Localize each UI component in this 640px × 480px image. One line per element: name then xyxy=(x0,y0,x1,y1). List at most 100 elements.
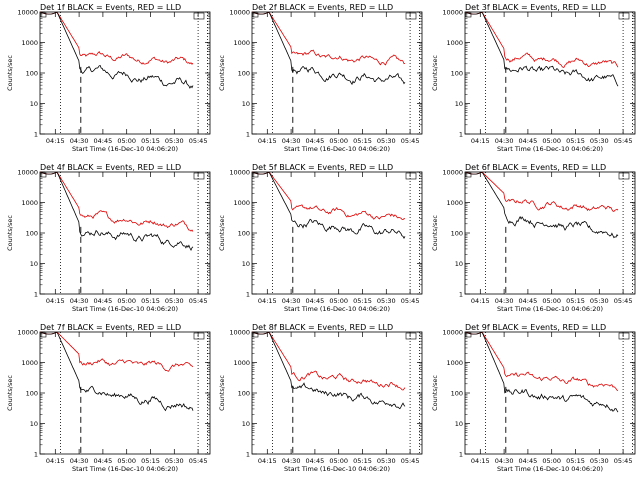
x-tick-label: 04:45 xyxy=(519,137,538,145)
lld-curve-red xyxy=(39,171,194,232)
x-tick-label: 04:30 xyxy=(495,457,514,465)
panel-title: Det 4f BLACK = Events, RED = LLD xyxy=(40,163,181,172)
panel-title: Det 8f BLACK = Events, RED = LLD xyxy=(252,323,393,332)
events-curve-black xyxy=(251,331,406,410)
y-tick-label: 10000 xyxy=(442,9,463,17)
detector-panel-2: Det 2f BLACK = Events, RED = LLD 1 10 100 10… xyxy=(218,3,423,153)
y-tick-label: 100 xyxy=(451,390,463,398)
corner-box-right xyxy=(193,332,205,340)
x-tick-label: 05:45 xyxy=(189,297,208,305)
x-tick-label: 05:00 xyxy=(117,137,136,145)
x-tick-label: 05:45 xyxy=(614,297,633,305)
y-tick-label: 10000 xyxy=(442,329,463,337)
y-tick-label: 100 xyxy=(26,390,38,398)
x-tick-label: 04:45 xyxy=(94,137,113,145)
x-tick-label: 05:15 xyxy=(141,297,160,305)
x-tick-label: 05:15 xyxy=(353,137,372,145)
y-tick-label: 10000 xyxy=(229,169,250,177)
panel-title: Det 3f BLACK = Events, RED = LLD xyxy=(465,3,606,12)
x-tick-label: 05:30 xyxy=(590,137,609,145)
events-curve-black xyxy=(251,11,406,86)
x-tick-label: 05:45 xyxy=(401,457,420,465)
x-tick-label: 04:45 xyxy=(94,297,113,305)
x-tick-label: 05:45 xyxy=(614,457,633,465)
y-tick-label: 10000 xyxy=(17,169,38,177)
detector-panel-3: Det 3f BLACK = Events, RED = LLD 1 10 100 10… xyxy=(431,3,636,153)
panel-title: Det 5f BLACK = Events, RED = LLD xyxy=(252,163,393,172)
x-tick-label: 04:15 xyxy=(258,137,277,145)
x-tick-label: 04:30 xyxy=(282,457,301,465)
y-tick-label: 10 xyxy=(242,420,250,428)
x-tick-label: 04:15 xyxy=(471,457,490,465)
y-tick-label: 10000 xyxy=(229,329,250,337)
y-tick-label: 10 xyxy=(455,260,463,268)
y-tick-label: 1 xyxy=(246,451,250,459)
lld-curve-red xyxy=(39,331,194,372)
y-tick-label: 10 xyxy=(242,260,250,268)
x-tick-label: 05:00 xyxy=(542,457,561,465)
panel-title: Det 9f BLACK = Events, RED = LLD xyxy=(465,323,606,332)
y-tick-label: 1000 xyxy=(446,199,463,207)
y-tick-label: 1 xyxy=(246,291,250,299)
lld-curve-red xyxy=(464,11,619,68)
y-axis-label: Counts/sec xyxy=(431,215,439,251)
x-tick-label: 04:15 xyxy=(46,137,65,145)
x-axis-label: Start Time (16-Dec-10 04:06:20) xyxy=(497,465,603,473)
x-tick-label: 05:00 xyxy=(329,297,348,305)
y-tick-label: 100 xyxy=(26,230,38,238)
x-tick-label: 05:45 xyxy=(401,297,420,305)
y-tick-label: 10000 xyxy=(442,169,463,177)
y-tick-label: 1 xyxy=(459,291,463,299)
x-axis-label: Start Time (16-Dec-10 04:06:20) xyxy=(497,145,603,153)
x-tick-label: 04:15 xyxy=(46,297,65,305)
x-tick-label: 05:00 xyxy=(117,457,136,465)
x-tick-label: 04:15 xyxy=(471,137,490,145)
y-tick-label: 10 xyxy=(30,420,38,428)
x-tick-label: 05:15 xyxy=(353,457,372,465)
x-axis-label: Start Time (16-Dec-10 04:06:20) xyxy=(284,145,390,153)
corner-box-right xyxy=(405,172,417,180)
detector-panel-4: Det 4f BLACK = Events, RED = LLD 1 10 100 10… xyxy=(6,163,211,313)
events-curve-black xyxy=(39,11,194,89)
y-tick-label: 10 xyxy=(242,100,250,108)
x-axis-label: Start Time (16-Dec-10 04:06:20) xyxy=(72,305,178,313)
x-tick-label: 04:45 xyxy=(94,457,113,465)
x-tick-label: 04:15 xyxy=(46,457,65,465)
y-tick-label: 1000 xyxy=(233,199,250,207)
x-tick-label: 05:30 xyxy=(590,297,609,305)
x-tick-label: 05:00 xyxy=(542,137,561,145)
events-curve-black xyxy=(39,331,194,412)
y-tick-label: 10000 xyxy=(17,9,38,17)
y-tick-label: 100 xyxy=(238,70,250,78)
x-tick-label: 05:45 xyxy=(401,137,420,145)
y-tick-label: 10 xyxy=(30,260,38,268)
x-axis-label: Start Time (16-Dec-10 04:06:20) xyxy=(72,145,178,153)
x-tick-label: 04:30 xyxy=(70,297,89,305)
x-tick-label: 05:30 xyxy=(165,457,184,465)
events-curve-black xyxy=(464,171,619,239)
events-curve-black xyxy=(251,171,406,240)
y-tick-label: 1000 xyxy=(21,39,38,47)
corner-box-right xyxy=(618,332,630,340)
lld-curve-red xyxy=(251,11,406,66)
x-tick-label: 05:00 xyxy=(329,457,348,465)
x-tick-label: 05:30 xyxy=(165,137,184,145)
y-tick-label: 1 xyxy=(246,131,250,139)
x-tick-label: 04:15 xyxy=(258,297,277,305)
lld-curve-red xyxy=(464,331,619,391)
detector-panel-6: Det 6f BLACK = Events, RED = LLD 1 10 100 10… xyxy=(431,163,636,313)
detector-panel-9: Det 9f BLACK = Events, RED = LLD 1 10 100 10… xyxy=(431,323,636,473)
x-tick-label: 05:15 xyxy=(566,137,585,145)
corner-box-right xyxy=(405,12,417,20)
y-tick-label: 10 xyxy=(455,100,463,108)
y-tick-label: 1000 xyxy=(21,199,38,207)
y-tick-label: 1000 xyxy=(21,359,38,367)
y-tick-label: 100 xyxy=(238,230,250,238)
corner-box-right xyxy=(405,332,417,340)
x-axis-label: Start Time (16-Dec-10 04:06:20) xyxy=(284,305,390,313)
y-tick-label: 1 xyxy=(34,131,38,139)
x-tick-label: 04:30 xyxy=(70,457,89,465)
panel-title: Det 6f BLACK = Events, RED = LLD xyxy=(465,163,606,172)
x-tick-label: 04:30 xyxy=(495,137,514,145)
